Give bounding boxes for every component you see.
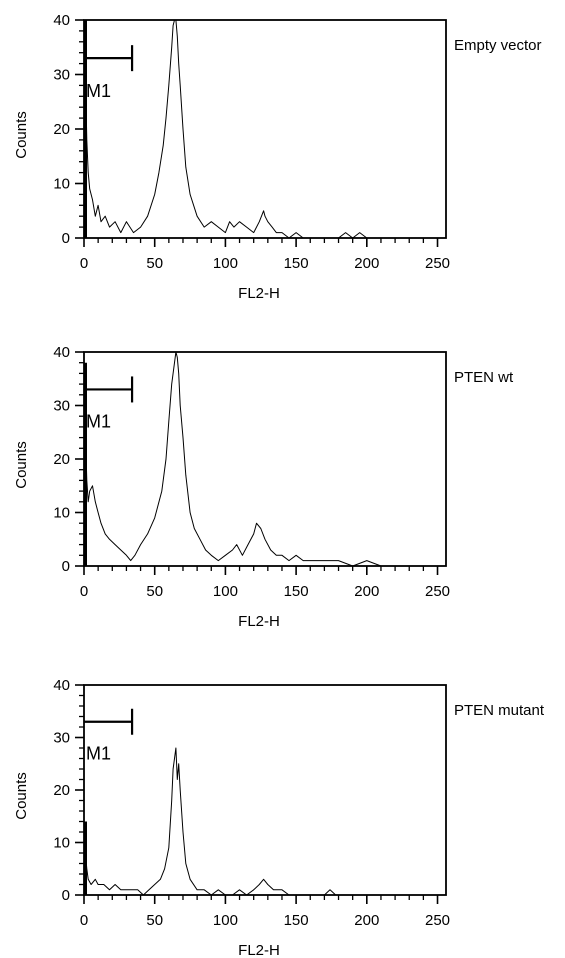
x-axis-label: FL2-H [238, 285, 280, 302]
x-tick-label: 200 [354, 912, 379, 929]
m1-marker-label: M1 [86, 743, 111, 763]
x-tick-label: 0 [80, 255, 88, 272]
histogram-line-1 [83, 747, 446, 896]
y-tick-label: 20 [53, 121, 70, 138]
x-tick-label: 200 [354, 255, 379, 272]
y-axis-label: Counts [13, 111, 30, 159]
panel-label: PTEN wt [454, 369, 514, 386]
y-tick-label: 0 [62, 230, 70, 247]
y-tick-label: 40 [53, 344, 70, 361]
x-axis-label: FL2-H [238, 613, 280, 630]
x-tick-label: 150 [284, 912, 309, 929]
x-tick-label: 250 [425, 912, 450, 929]
histogram-panel-1: 0 50 100 150 200 250 0 10 20 30 40 FL2-H Counts Empty… [13, 12, 542, 302]
plot-frame [83, 19, 447, 239]
y-tick-label: 30 [53, 398, 70, 415]
x-tick-label: 150 [284, 583, 309, 600]
y-tick-label: 20 [53, 451, 70, 468]
y-tick-label: 0 [62, 887, 70, 904]
y-tick-label: 10 [53, 176, 70, 193]
y-axis-label: Counts [13, 772, 30, 820]
panel-label: Empty vector [454, 37, 542, 54]
plot-frame [83, 684, 447, 896]
x-tick-label: 250 [425, 255, 450, 272]
x-tick-label: 0 [80, 912, 88, 929]
plot-frame [83, 351, 447, 567]
m1-marker-label: M1 [86, 412, 111, 432]
histogram-panel-3: 0 50 100 150 200 250 0 10 20 30 40 FL2-H Counts PTEN … [13, 677, 545, 958]
x-tick-label: 0 [80, 583, 88, 600]
histogram-line-1 [83, 19, 446, 239]
y-tick-label: 30 [53, 67, 70, 84]
y-tick-label: 40 [53, 12, 70, 29]
histogram-line-1 [83, 351, 446, 567]
y-tick-label: 10 [53, 505, 70, 522]
x-tick-label: 50 [146, 912, 163, 929]
x-tick-label: 250 [425, 583, 450, 600]
panel-label: PTEN mutant [454, 702, 545, 719]
y-axis-label: Counts [13, 441, 30, 489]
y-tick-label: 10 [53, 835, 70, 852]
y-tick-label: 0 [62, 558, 70, 575]
y-tick-label: 20 [53, 782, 70, 799]
x-tick-label: 100 [213, 583, 238, 600]
x-tick-label: 100 [213, 912, 238, 929]
y-tick-label: 30 [53, 730, 70, 747]
x-tick-label: 150 [284, 255, 309, 272]
x-tick-label: 50 [146, 583, 163, 600]
y-tick-label: 40 [53, 677, 70, 694]
x-tick-label: 100 [213, 255, 238, 272]
histogram-panel-2: 0 50 100 150 200 250 0 10 20 30 40 FL2-H Counts PTEN … [13, 344, 514, 630]
m1-marker-label: M1 [86, 81, 111, 101]
x-axis-label: FL2-H [238, 942, 280, 958]
x-tick-label: 200 [354, 583, 379, 600]
x-tick-label: 50 [146, 255, 163, 272]
